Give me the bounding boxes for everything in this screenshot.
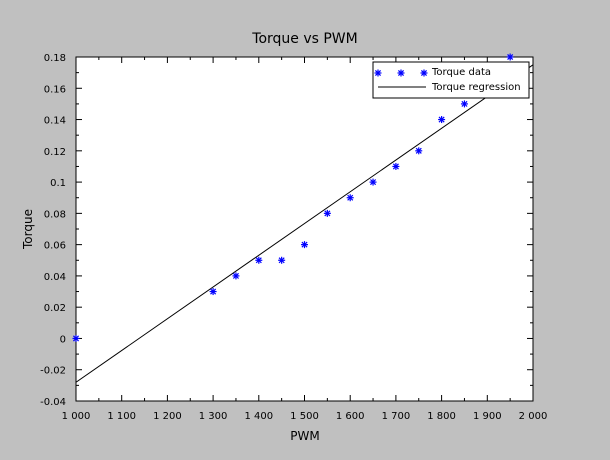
y-tick-label: -0.02 [40, 366, 66, 377]
x-tick-label: 1 600 [336, 411, 365, 422]
y-tick-label: 0.08 [44, 209, 66, 220]
y-tick-label: 0.18 [44, 53, 66, 64]
regression-line [75, 64, 534, 383]
chart-title: Torque vs PWM [251, 31, 357, 47]
data-point [438, 116, 446, 124]
x-tick-label: 1 400 [244, 411, 273, 422]
data-point [323, 209, 331, 217]
x-tick-label: 1 800 [427, 411, 456, 422]
y-axis-label: Torque [21, 209, 35, 250]
y-tick-label: 0.06 [44, 241, 66, 252]
legend-marker-star [374, 69, 382, 77]
x-tick-label: 1 900 [473, 411, 502, 422]
x-tick-label: 1 200 [153, 411, 182, 422]
data-point [72, 334, 80, 342]
data-point [346, 194, 354, 202]
data-point [369, 178, 377, 186]
legend-marker-star [397, 69, 405, 77]
x-tick-label: 2 000 [519, 411, 548, 422]
data-point [255, 256, 263, 264]
legend: Torque data Torque regression [372, 61, 530, 99]
legend-box [372, 61, 530, 99]
y-tick-label: -0.04 [40, 397, 66, 408]
x-tick-label: 1 500 [290, 411, 319, 422]
plot-area [75, 56, 534, 402]
y-tick-label: 0.04 [44, 272, 66, 283]
legend-marker-sample [374, 69, 428, 77]
y-tick-label: 0.14 [44, 116, 66, 127]
data-point [460, 100, 468, 108]
data-point [209, 288, 217, 296]
data-point [301, 241, 308, 249]
data-point [278, 256, 286, 264]
y-tick-label: 0.1 [50, 178, 66, 189]
y-tick-label: 0.12 [44, 147, 66, 158]
legend-label-torque-regression: Torque regression [431, 82, 521, 93]
legend-label-torque-data: Torque data [431, 67, 491, 78]
x-tick-label: 1 100 [107, 411, 136, 422]
x-tick-label: 1 700 [382, 411, 411, 422]
y-tick-label: 0.16 [44, 84, 66, 95]
x-tick-label: 1 300 [199, 411, 228, 422]
data-point [232, 272, 240, 280]
data-point [415, 147, 423, 155]
y-tick-label: 0.02 [44, 303, 66, 314]
series-layer [72, 53, 534, 383]
y-axis-ticks: -0.04 -0.02 0 0.02 0.04 0.06 0.08 0.1 0.12 0.14 0.… [40, 53, 533, 408]
x-tick-label: 1 000 [62, 411, 91, 422]
x-axis-ticks: 1 000 1 100 1 200 1 300 1 400 1 500 1 600 1 700… [62, 57, 548, 422]
data-point [506, 53, 514, 61]
x-axis-label: PWM [290, 429, 319, 443]
legend-marker-star [420, 69, 428, 77]
data-point [392, 162, 400, 170]
y-tick-label: 0 [60, 334, 66, 345]
